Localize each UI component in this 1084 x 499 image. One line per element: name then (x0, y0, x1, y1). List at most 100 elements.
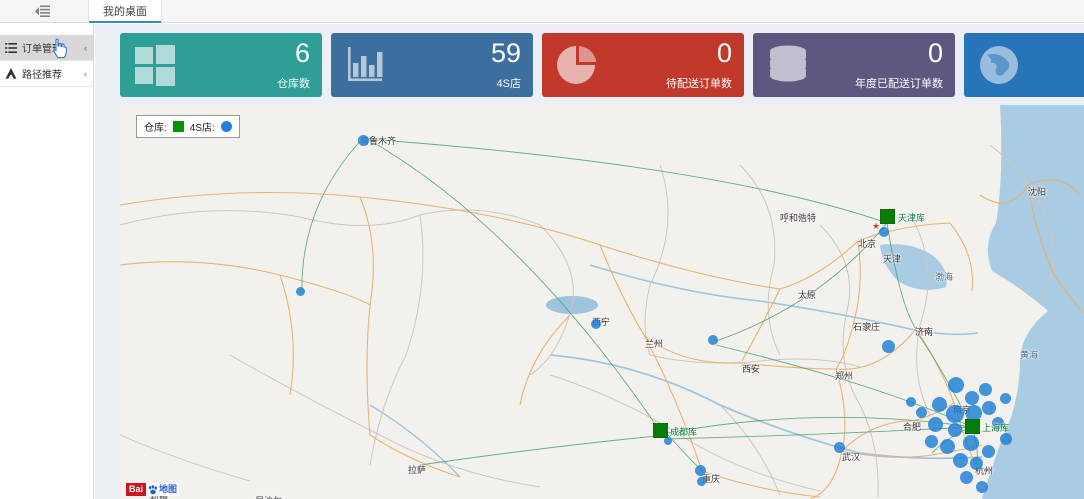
route-icon (4, 67, 18, 81)
globe-icon (977, 43, 1021, 87)
city-label: 北京 (858, 239, 877, 249)
stat-value: 0 (927, 38, 943, 68)
city-label: 武汉 (842, 452, 861, 462)
legend-shop-swatch (220, 121, 232, 132)
city-label: 合肥 (903, 422, 922, 432)
city-dot-icon (798, 215, 803, 219)
city-dot-icon (866, 324, 871, 328)
city-dot-icon (1037, 189, 1042, 193)
city-label: 济南 (915, 327, 934, 337)
shop-marker[interactable] (834, 442, 845, 453)
shop-marker[interactable] (976, 481, 988, 493)
city-label: 杭州 (975, 466, 994, 476)
shop-marker[interactable] (882, 340, 895, 353)
city-dot-icon (924, 329, 929, 333)
sidebar: 订单管理 ‹ 路径推荐 ‹ (0, 23, 94, 499)
bar-chart-icon (344, 43, 388, 87)
map-panel[interactable]: 仓库: 4S店: 天津库 成都库 上海库 (120, 105, 1084, 499)
sidebar-spacer (0, 23, 93, 35)
shop-marker[interactable] (928, 417, 943, 432)
legend-warehouse-label: 仓库: (144, 123, 167, 134)
warehouse-marker-tianjin[interactable] (880, 209, 895, 224)
chevron-left-icon: ‹ (84, 42, 87, 53)
stat-label: 年度已配送订单数 (855, 78, 943, 90)
list-icon (4, 41, 18, 55)
shop-marker[interactable] (966, 405, 982, 421)
city-label: 郑州 (835, 371, 854, 381)
shop-marker[interactable] (916, 407, 927, 418)
stat-card-4s-stores[interactable]: 59 4S店 (331, 33, 533, 97)
stat-value: 59 (490, 38, 521, 68)
tab-label: 我的桌面 (103, 6, 147, 18)
warehouse-marker-chengdu[interactable] (653, 423, 668, 438)
shop-marker[interactable] (1000, 393, 1011, 404)
database-icon (766, 43, 810, 87)
shop-marker[interactable] (946, 405, 964, 423)
map-legend: 仓库: 4S店: (136, 115, 240, 138)
stat-label: 仓库数 (277, 78, 310, 90)
collapse-menu-glyph (34, 5, 50, 17)
baidu-map-label: 地图 (159, 484, 178, 494)
paw-icon (148, 484, 158, 494)
stat-card-pending-orders[interactable]: 0 待配送订单数 (542, 33, 744, 97)
shop-marker[interactable] (697, 477, 706, 486)
tab-my-desktop[interactable]: 我的桌面 (88, 0, 162, 23)
collapse-menu-icon[interactable] (33, 3, 51, 19)
stat-card-row: 6 仓库数 59 4S店 (120, 33, 1084, 97)
city-label: 拉萨 (408, 465, 427, 475)
shop-marker[interactable] (906, 397, 916, 407)
shop-marker[interactable] (948, 423, 962, 437)
shop-marker[interactable] (932, 397, 947, 412)
shop-marker[interactable] (296, 287, 305, 296)
stat-value: 0 (716, 38, 732, 68)
shop-marker[interactable] (1000, 433, 1012, 445)
shop-marker[interactable] (960, 471, 973, 484)
warehouse-label: 上海库 (982, 423, 1010, 433)
shop-marker[interactable] (358, 135, 369, 146)
shop-marker[interactable] (695, 465, 706, 476)
shop-marker[interactable] (708, 335, 718, 345)
city-dot-icon (912, 424, 917, 428)
city-label: 呼和浩特 (780, 213, 817, 223)
city-dot-icon (962, 407, 967, 411)
city-label: 尼泊尔 (255, 494, 282, 499)
shop-marker[interactable] (925, 435, 938, 448)
shop-marker[interactable] (979, 383, 992, 396)
baidu-map-text: 地图 (146, 483, 180, 496)
shop-marker[interactable] (591, 319, 601, 329)
sidebar-item-label: 订单管理 (22, 44, 62, 55)
stat-label: 4S店 (496, 78, 521, 90)
shop-marker[interactable] (982, 401, 996, 415)
sidebar-item-route-recommendation[interactable]: 路径推荐 ‹ (0, 61, 93, 87)
top-bar: 我的桌面 (0, 0, 1084, 23)
warehouse-marker-shanghai[interactable] (965, 419, 980, 434)
city-label: 西安 (742, 364, 761, 374)
city-dot-icon (417, 467, 422, 471)
shop-marker[interactable] (965, 391, 979, 405)
city-label: 石家庄 (853, 322, 881, 332)
city-label: 太原 (798, 290, 817, 300)
pie-chart-icon (555, 43, 599, 87)
shop-marker[interactable] (879, 227, 889, 237)
sea-label: 渤海 (935, 272, 954, 282)
shop-marker[interactable] (970, 457, 983, 470)
city-label: 兰州 (645, 339, 664, 349)
shop-marker[interactable] (948, 377, 964, 393)
shop-marker[interactable] (982, 445, 995, 458)
city-label: 西宁 (592, 317, 611, 327)
city-label: 重庆 (702, 474, 721, 484)
shop-marker[interactable] (992, 417, 1004, 429)
city-label: 天津 (883, 254, 902, 264)
stat-card-warehouse-count[interactable]: 6 仓库数 (120, 33, 322, 97)
shop-marker[interactable] (963, 435, 979, 451)
capital-star-icon: ★ (872, 221, 881, 231)
shop-marker[interactable] (953, 453, 968, 468)
city-dot-icon (751, 366, 756, 370)
shop-marker[interactable] (940, 439, 955, 454)
city-dot-icon (601, 319, 606, 323)
stat-card-annual-partial[interactable]: 年度已配 (964, 33, 1084, 97)
shop-marker[interactable] (664, 437, 672, 445)
sidebar-item-order-management[interactable]: 订单管理 ‹ (0, 35, 93, 61)
stat-card-annual-delivered-orders[interactable]: 0 年度已配送订单数 (753, 33, 955, 97)
